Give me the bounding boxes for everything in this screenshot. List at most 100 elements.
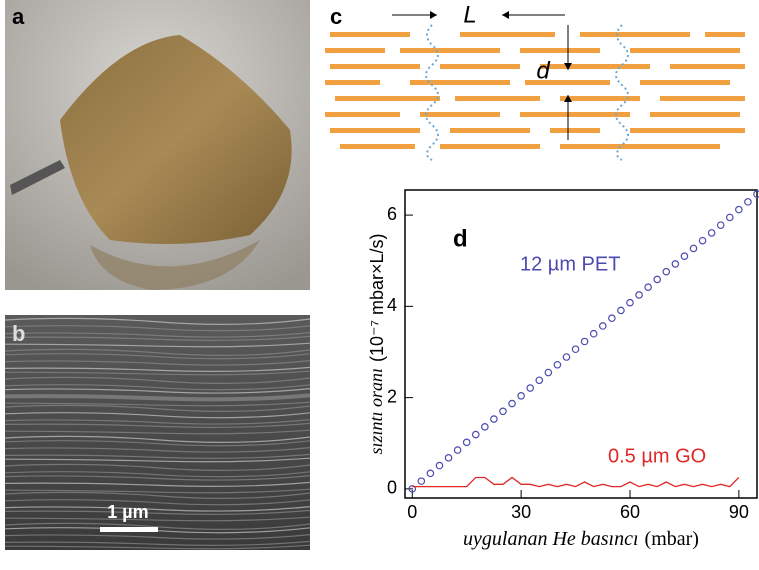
graphene-layer — [630, 128, 745, 133]
diffusion-path — [616, 25, 628, 160]
data-point — [427, 470, 433, 476]
graphene-layer — [520, 112, 630, 117]
graphene-layer — [660, 96, 745, 101]
data-point — [727, 214, 733, 220]
panel-a: a — [5, 0, 310, 290]
scale-bar — [100, 527, 158, 532]
data-point — [473, 431, 479, 437]
figure: a 1 µm b L d c 0 30 60 90 0 2 4 6 12 µm PET 0.5 µ… — [0, 0, 759, 565]
diffusion-path — [426, 25, 438, 160]
data-point — [718, 222, 724, 228]
data-point — [581, 338, 587, 344]
graphene-layer — [440, 64, 520, 69]
panel-label: b — [12, 321, 25, 346]
graphene-layer — [670, 64, 745, 69]
graphene-layer — [340, 144, 415, 149]
data-point — [627, 300, 633, 306]
data-point — [418, 478, 424, 484]
panel-c: L d c — [325, 1, 745, 160]
panel-label: c — [330, 4, 342, 29]
graphene-layer — [705, 32, 745, 37]
y-axis-title: sızıntı oranı — [366, 368, 386, 455]
series-annotation: 0.5 µm GO — [608, 445, 706, 467]
data-point — [663, 268, 669, 274]
graphene-layer — [450, 128, 530, 133]
y-tick-label: 4 — [387, 295, 397, 315]
scale-label: 1 µm — [107, 502, 148, 522]
data-point — [491, 416, 497, 422]
data-point — [536, 377, 542, 383]
graphene-layer — [410, 80, 510, 85]
graphene-layer — [325, 48, 385, 53]
data-point — [699, 237, 705, 243]
graphene-layer — [460, 32, 555, 37]
data-point — [636, 292, 642, 298]
x-axis-label: uygulanan He basıncı (mbar) — [463, 528, 699, 550]
panel-label: d — [453, 225, 468, 252]
label-d: d — [536, 57, 550, 84]
x-axis-units: (mbar) — [645, 528, 699, 550]
graphene-layer — [610, 144, 720, 149]
graphene-layer — [330, 64, 420, 69]
data-point — [654, 276, 660, 282]
panel-b: 1 µm b — [5, 315, 310, 550]
data-point — [554, 362, 560, 368]
data-point — [572, 346, 578, 352]
x-tick-label: 30 — [511, 502, 531, 522]
y-tick-label: 2 — [387, 386, 397, 406]
arrow-head — [430, 11, 437, 19]
y-axis-label: sızıntı oranı (10⁻⁷ mbar×L/s) — [366, 233, 387, 454]
data-point — [463, 439, 469, 445]
data-point — [690, 245, 696, 251]
graphene-layer — [325, 80, 380, 85]
graphene-layer — [640, 80, 730, 85]
data-point — [545, 369, 551, 375]
data-point — [454, 447, 460, 453]
graphene-layer — [330, 32, 410, 37]
y-tick-label: 0 — [387, 478, 397, 498]
data-point — [609, 315, 615, 321]
graphene-layer — [520, 48, 600, 53]
x-tick-label: 90 — [729, 502, 749, 522]
data-point — [509, 400, 515, 406]
graphene-layer — [400, 48, 500, 53]
data-point — [436, 462, 442, 468]
panel-d: 0 30 60 90 0 2 4 6 12 µm PET 0.5 µm GO d uygulanan … — [366, 190, 759, 550]
graphene-layer — [630, 48, 740, 53]
graphene-layer — [420, 112, 500, 117]
data-point — [563, 354, 569, 360]
graphene-layer — [550, 128, 600, 133]
graphene-layer — [455, 96, 540, 101]
graphene-layer — [650, 112, 740, 117]
data-point — [518, 393, 524, 399]
x-tick-label: 0 — [407, 502, 417, 522]
graphene-layer — [580, 32, 690, 37]
data-point — [736, 206, 742, 212]
data-point — [681, 253, 687, 259]
y-axis-units: (10⁻⁷ mbar×L/s) — [367, 233, 387, 362]
panel-label: a — [12, 4, 25, 29]
data-point — [527, 385, 533, 391]
x-axis-title: uygulanan He basıncı — [463, 528, 639, 550]
data-point — [600, 323, 606, 329]
graphene-layer — [335, 96, 440, 101]
x-tick-label: 60 — [620, 502, 640, 522]
graphene-layer — [540, 64, 650, 69]
graphene-layer — [325, 112, 400, 117]
y-tick-label: 6 — [387, 204, 397, 224]
data-point — [618, 307, 624, 313]
series-annotation: 12 µm PET — [520, 253, 620, 275]
data-point — [500, 408, 506, 414]
arrow-head — [502, 11, 509, 19]
data-point — [591, 331, 597, 337]
label-L: L — [463, 1, 476, 28]
graphene-layer — [330, 128, 420, 133]
graphene-layer — [560, 144, 610, 149]
graphene-layer — [440, 144, 540, 149]
data-point — [745, 199, 751, 205]
data-point — [708, 230, 714, 236]
data-point — [445, 455, 451, 461]
data-point — [645, 284, 651, 290]
data-point — [482, 424, 488, 430]
data-line — [412, 477, 739, 486]
